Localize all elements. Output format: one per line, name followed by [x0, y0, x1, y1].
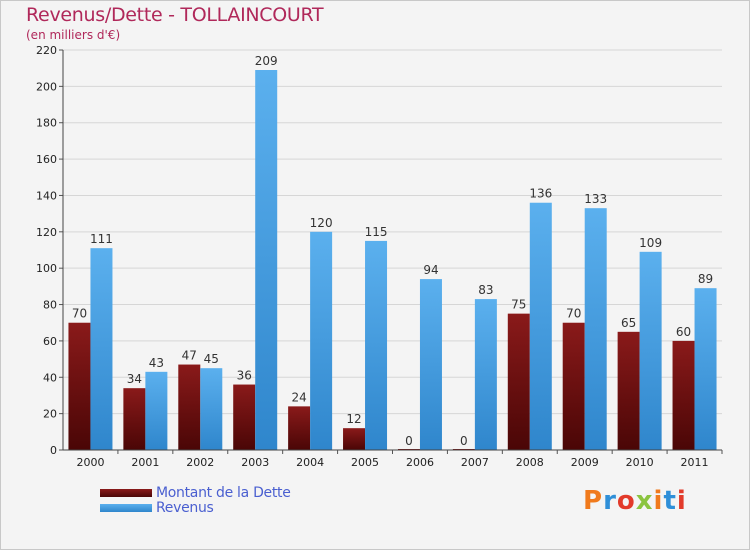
proxiti-logo: Proxiti: [583, 486, 687, 516]
data-label: 109: [639, 236, 662, 250]
legend-swatch-revenus: [100, 504, 152, 512]
logo-letter: P: [583, 486, 604, 516]
data-label: 75: [511, 298, 526, 312]
bar-dette: [343, 428, 366, 450]
bar-revenus: [200, 368, 223, 450]
data-label: 209: [255, 54, 278, 68]
y-tick-label: 20: [43, 408, 57, 421]
y-tick-label: 80: [43, 299, 57, 312]
logo-letter: i: [676, 486, 687, 516]
bar-revenus: [639, 251, 662, 450]
legend-swatch-dette: [100, 489, 152, 497]
bar-revenus: [694, 288, 717, 450]
bar-dette: [562, 322, 585, 450]
data-label: 47: [182, 349, 197, 363]
logo-letter: x: [635, 486, 654, 516]
bar-dette: [123, 388, 146, 450]
bar-dette: [672, 340, 695, 450]
bar-revenus: [145, 371, 168, 450]
bar-dette: [178, 364, 201, 450]
chart-title: Revenus/Dette - TOLLAINCOURT: [26, 4, 324, 26]
data-label: 136: [529, 187, 552, 201]
y-tick-label: 200: [36, 80, 57, 93]
y-tick-label: 220: [36, 44, 57, 57]
x-tick-label: 2004: [296, 456, 324, 469]
bar-revenus: [90, 248, 113, 450]
bar-revenus: [474, 299, 497, 450]
x-tick-label: 2003: [241, 456, 269, 469]
bar-dette: [233, 384, 256, 450]
bar-dette: [507, 313, 530, 450]
bar-dette: [68, 322, 91, 450]
y-tick-label: 100: [36, 262, 57, 275]
bar-revenus: [310, 231, 333, 450]
bar-revenus: [584, 208, 607, 450]
data-label: 94: [423, 263, 438, 277]
logo-letter: o: [616, 486, 636, 516]
x-tick-label: 2011: [681, 456, 709, 469]
x-tick-label: 2010: [626, 456, 654, 469]
data-label: 12: [346, 412, 361, 426]
y-tick-label: 120: [36, 226, 57, 239]
data-label: 34: [127, 372, 142, 386]
logo-letter: t: [663, 486, 677, 516]
y-tick-label: 160: [36, 153, 57, 166]
bar-revenus: [419, 279, 442, 450]
data-label: 120: [310, 216, 333, 230]
y-tick-label: 180: [36, 117, 57, 130]
data-label: 60: [676, 325, 691, 339]
data-label: 0: [405, 434, 413, 448]
data-label: 133: [584, 192, 607, 206]
data-label: 43: [149, 356, 164, 370]
logo-letter: i: [653, 486, 664, 516]
x-tick-label: 2007: [461, 456, 489, 469]
data-label: 89: [698, 272, 713, 286]
data-label: 83: [478, 283, 493, 297]
data-label: 65: [621, 316, 636, 330]
x-tick-label: 2000: [76, 456, 104, 469]
data-label: 36: [237, 369, 252, 383]
data-label: 111: [90, 232, 113, 246]
y-tick-label: 40: [43, 371, 57, 384]
x-tick-label: 2009: [571, 456, 599, 469]
x-tick-label: 2001: [131, 456, 159, 469]
data-label: 24: [291, 390, 306, 404]
x-tick-label: 2002: [186, 456, 214, 469]
legend-label-dette: Montant de la Dette: [156, 485, 291, 501]
bar-dette: [288, 406, 311, 450]
bar-revenus: [255, 70, 278, 450]
y-tick-label: 140: [36, 189, 57, 202]
y-tick-label: 60: [43, 335, 57, 348]
data-label: 70: [72, 307, 87, 321]
data-label: 115: [365, 225, 388, 239]
data-label: 45: [204, 352, 219, 366]
y-tick-label: 0: [50, 444, 57, 457]
bar-revenus: [365, 240, 388, 450]
bar-dette: [617, 331, 640, 450]
legend-label-revenus: Revenus: [156, 500, 214, 516]
x-tick-label: 2005: [351, 456, 379, 469]
logo-letter: r: [603, 486, 617, 516]
chart-subtitle: (en milliers d'€): [26, 28, 121, 42]
bar-revenus: [529, 202, 552, 450]
data-label: 0: [460, 434, 468, 448]
x-tick-label: 2008: [516, 456, 544, 469]
data-label: 70: [566, 307, 581, 321]
x-tick-label: 2006: [406, 456, 434, 469]
